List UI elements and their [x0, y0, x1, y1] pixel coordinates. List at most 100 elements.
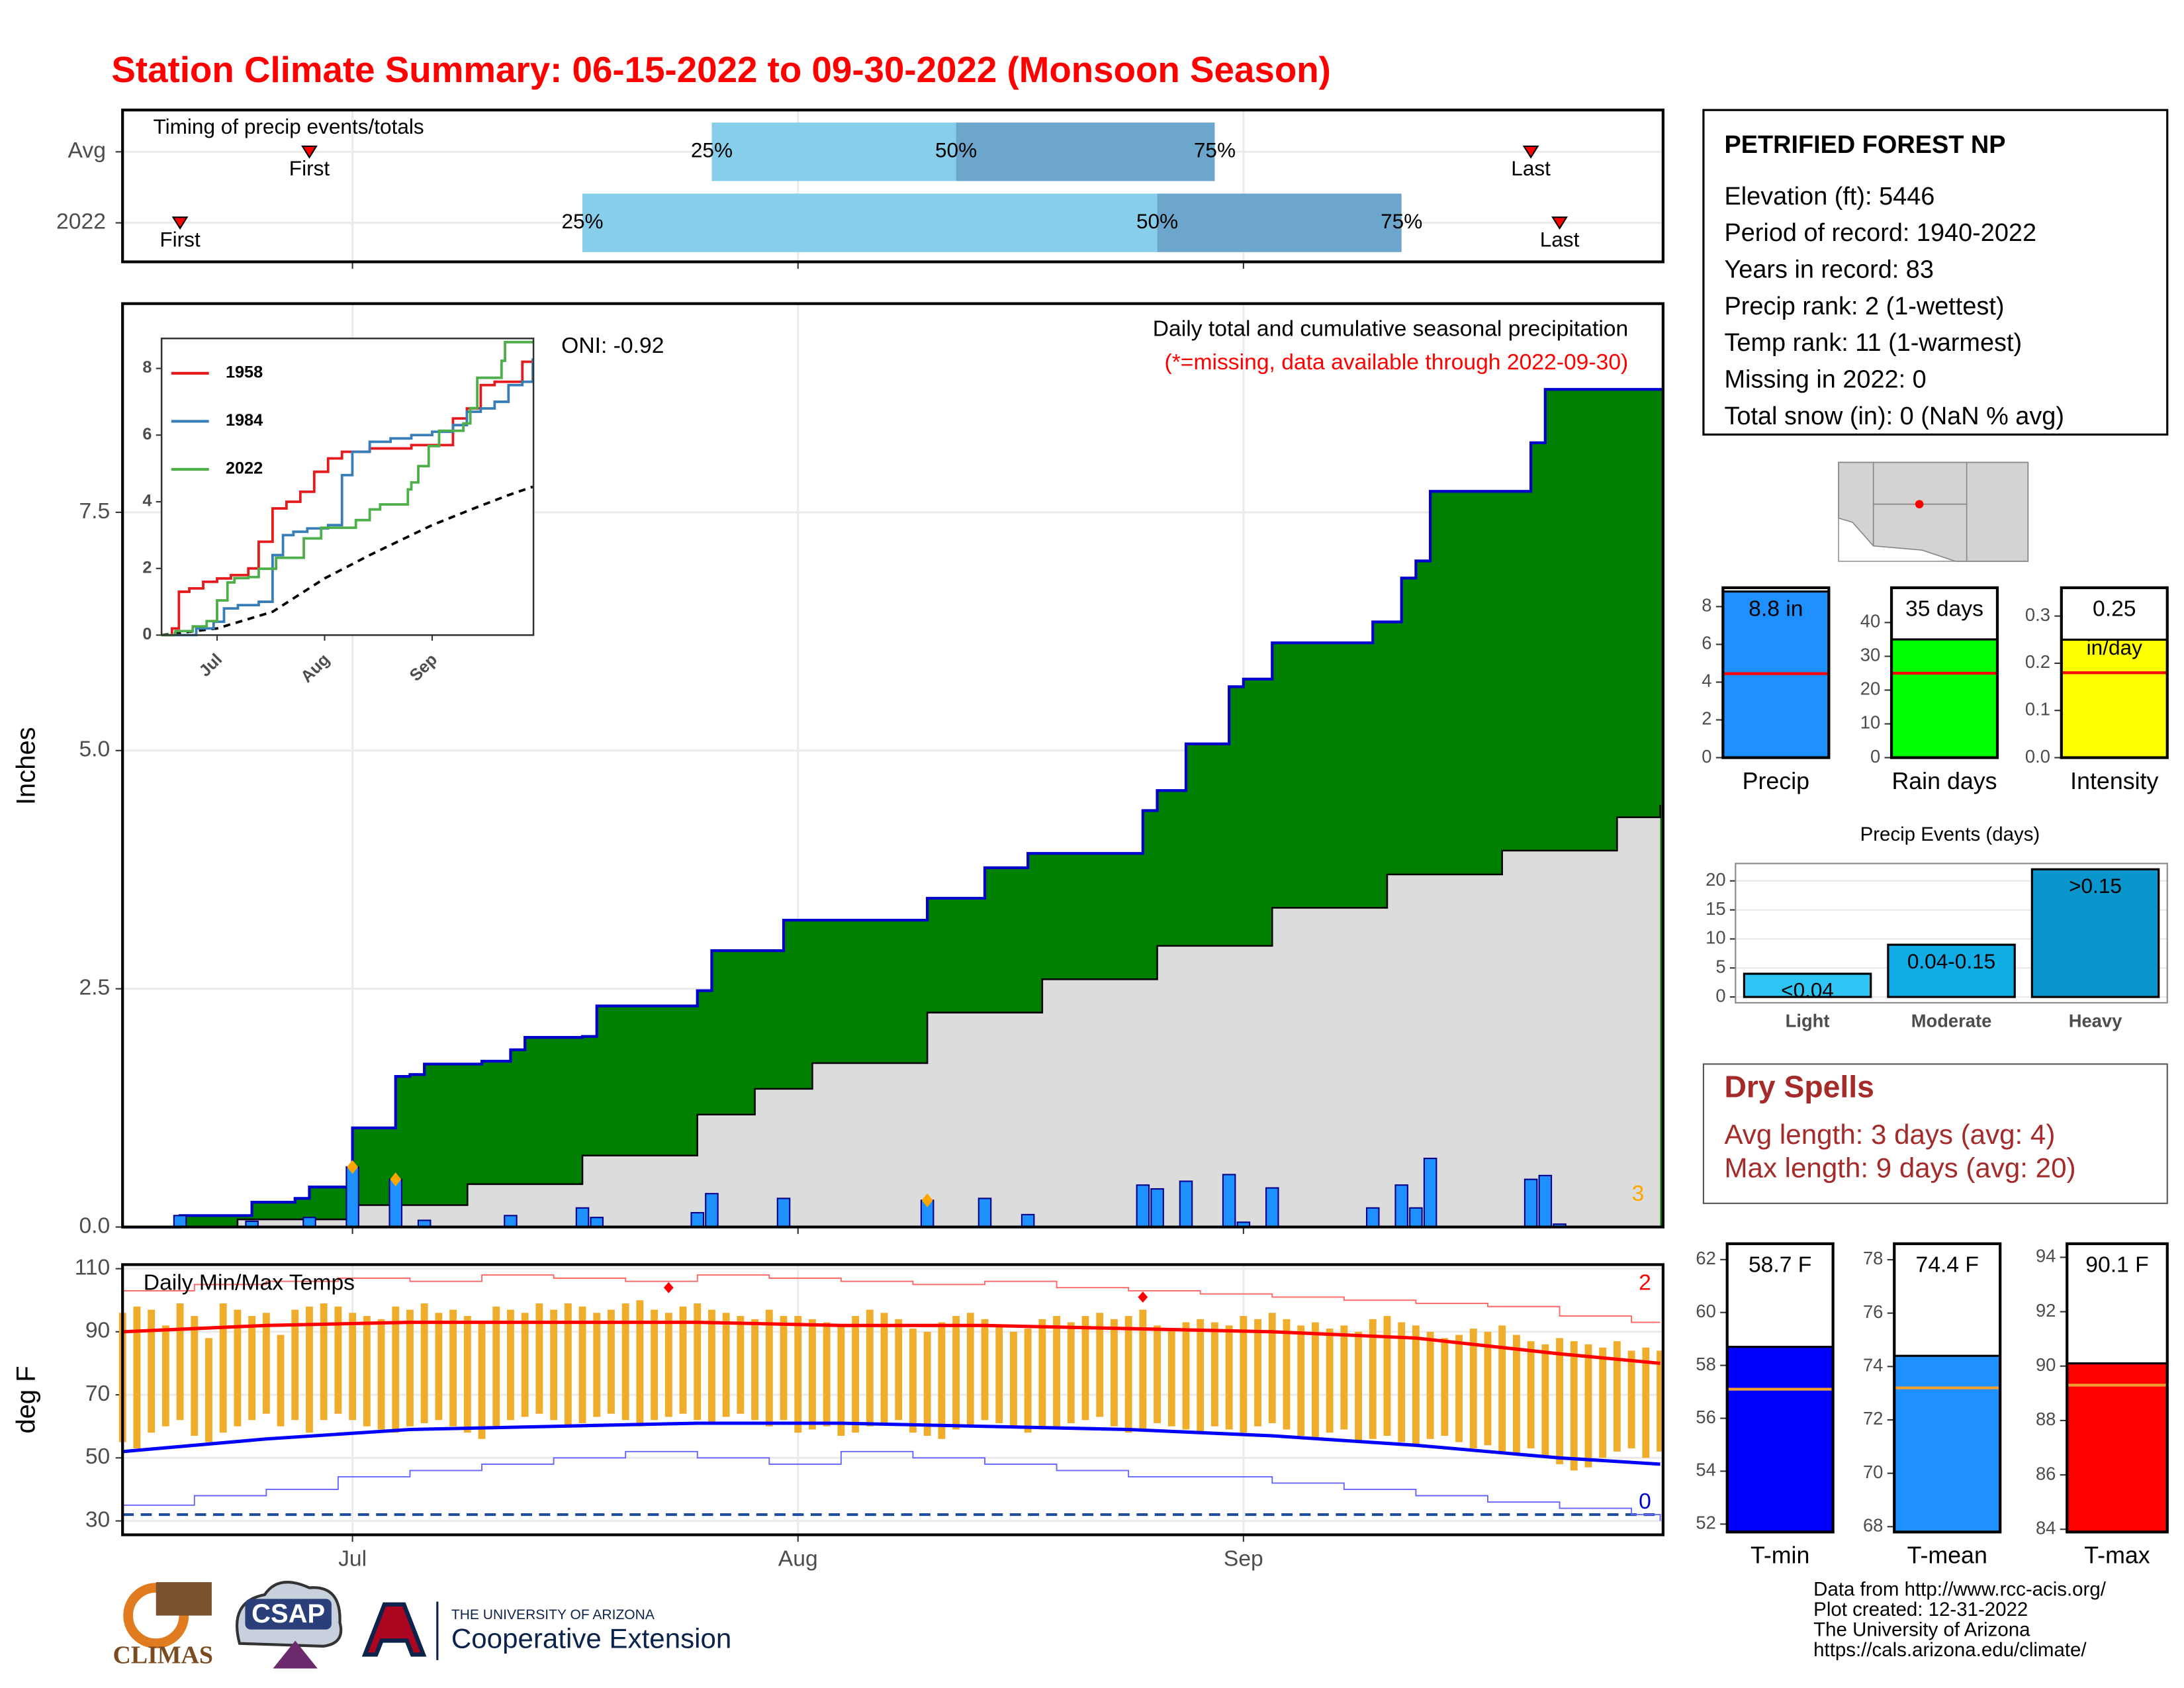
marker-label: Last [1540, 227, 1580, 251]
legend-label: 1984 [226, 411, 263, 430]
station-dot [1915, 500, 1924, 508]
temp-range-bar [1053, 1316, 1061, 1427]
daily-bar [1394, 1184, 1408, 1228]
temp-range-bar [148, 1309, 156, 1433]
temp-range-bar [1627, 1350, 1635, 1449]
dry-spells-line: Avg length: 3 days (avg: 4) [1724, 1119, 2055, 1150]
y-tick-label: 40 [1860, 611, 1880, 632]
event-marker [1522, 145, 1539, 159]
y-tick-label: 78 [1863, 1248, 1883, 1268]
y-tick-label: 56 [1696, 1407, 1715, 1427]
plot-border [1735, 863, 2168, 1004]
event-marker [301, 145, 318, 159]
y-tick-label: 74 [1863, 1355, 1883, 1376]
csap-logo [273, 1640, 318, 1669]
temp-range-bar [1124, 1316, 1132, 1433]
plot-border [121, 1263, 1664, 1536]
category-label: Precip [1743, 768, 1809, 794]
temp-range-bar [837, 1325, 845, 1436]
event-bar [1743, 972, 1872, 998]
y-tick-label: 110 [75, 1255, 111, 1280]
y-tick-label: 62 [1696, 1248, 1715, 1268]
temp-range-bar [938, 1322, 946, 1439]
value-label: 58.7 F [1749, 1252, 1811, 1277]
y-tick-label: 10 [1860, 712, 1880, 733]
daily-bar [1524, 1178, 1538, 1228]
credit-line: The University of Arizona [1813, 1619, 2030, 1641]
temp-range-bar [1024, 1329, 1032, 1433]
mini-border [1721, 586, 1831, 759]
temp-range-bar [1182, 1322, 1190, 1430]
temp-range-bar [1254, 1319, 1261, 1427]
y-tick-label: 20 [1860, 679, 1880, 699]
temp-range-bar [334, 1306, 342, 1414]
temp-range-bar [578, 1306, 586, 1423]
unit-label: in/day [2087, 635, 2142, 659]
temp-range-bar [492, 1306, 500, 1427]
record-max-line [122, 1274, 1661, 1323]
event-marker [171, 216, 189, 230]
temp-range-bar [507, 1309, 514, 1421]
x-tick-label: Sep [1224, 1546, 1263, 1571]
legend-label: 2022 [226, 459, 263, 478]
y-tick-label: 58 [1696, 1354, 1715, 1374]
range-bar [1157, 193, 1402, 252]
y-tick-label: 2 [1702, 708, 1711, 729]
temp-range-bar [1412, 1325, 1420, 1446]
average-line [161, 485, 533, 637]
range-bar [582, 193, 1158, 252]
temp-range-bar [1642, 1347, 1650, 1458]
temp-range-bar [952, 1316, 960, 1430]
credit-line: Plot created: 12-31-2022 [1813, 1599, 2028, 1620]
summary-bar [2060, 638, 2169, 759]
dry-spells-box [1702, 1063, 2168, 1204]
temp-range-bar [1167, 1329, 1175, 1427]
mini-border [2060, 586, 2169, 759]
temp-range-bar [593, 1313, 601, 1417]
daily-bar [345, 1166, 359, 1228]
y-tick-label: 90 [85, 1319, 110, 1343]
logos: CLIMAS CSAP THE UNIVERSITY OF ARIZONA Co… [113, 1581, 731, 1669]
temp-range-bar [1369, 1319, 1377, 1439]
mini-border [1725, 1242, 1835, 1534]
daily-bar [776, 1197, 791, 1228]
temp-range-bar [1657, 1350, 1664, 1452]
csap-logo [245, 1599, 332, 1630]
y-tick-label: 5 [1715, 956, 1725, 976]
temp-range-bar [765, 1309, 773, 1427]
temp-range-bar [737, 1316, 745, 1414]
temp-range-bar [651, 1309, 659, 1421]
value-label: 35 days [1905, 596, 1983, 621]
temp-range-bar [420, 1303, 428, 1423]
temp-range-bar [1355, 1331, 1362, 1442]
plot-border [121, 302, 1664, 1229]
daily-bar [1136, 1184, 1150, 1228]
temp-range-bar [392, 1306, 400, 1433]
temp-range-bar [1584, 1344, 1592, 1468]
low-count: 0 [1639, 1489, 1651, 1514]
temp-range-bar [320, 1303, 328, 1421]
daily-bar [504, 1215, 518, 1228]
bin-label: >0.15 [2069, 874, 2122, 898]
temp-range-bar [377, 1319, 385, 1430]
y-tick-label: 30 [85, 1508, 110, 1532]
dry-spells-line: Max length: 9 days (avg: 20) [1724, 1152, 2075, 1183]
temp-range-bar [1311, 1322, 1319, 1439]
temp-range-bar [463, 1316, 471, 1433]
temp-range-bar [306, 1306, 313, 1433]
chart-title: Daily total and cumulative seasonal prec… [1153, 317, 1629, 342]
university-text: THE UNIVERSITY OF ARIZONA [451, 1607, 655, 1622]
y-tick-label: 7.5 [79, 499, 110, 524]
temp-range-bar [1570, 1341, 1578, 1471]
daily-bar [1222, 1174, 1236, 1228]
temp-range-bar [1297, 1325, 1305, 1436]
temp-range-bar [1383, 1316, 1391, 1436]
category-label: T-max [2084, 1542, 2150, 1569]
temp-range-bar [176, 1303, 184, 1421]
series-line [161, 340, 533, 637]
daily-bar [1423, 1157, 1437, 1228]
temp-range-bar [1081, 1316, 1089, 1421]
y-tick-label: 92 [2036, 1300, 2056, 1321]
marker-label: First [289, 156, 330, 180]
